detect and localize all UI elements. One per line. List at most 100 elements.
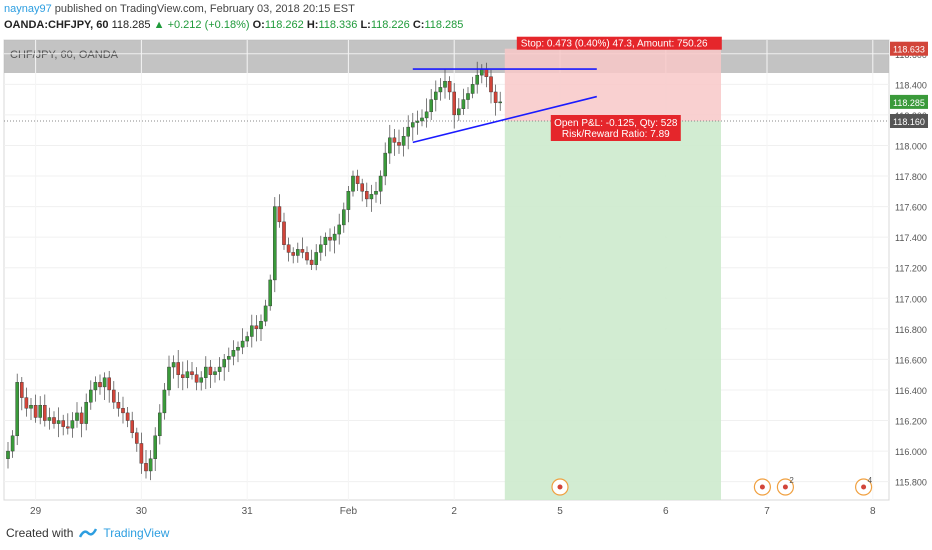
- candle-body: [157, 412, 162, 437]
- candle-body: [116, 401, 121, 409]
- y-tick-label: 117.400: [895, 233, 927, 243]
- candle-body: [203, 366, 208, 378]
- candle-body: [107, 377, 111, 391]
- tradingview-link[interactable]: TradingView: [103, 526, 170, 540]
- candle-body: [319, 244, 323, 253]
- candle-body: [167, 366, 171, 391]
- candle-body: [415, 120, 420, 123]
- chart-background: [3, 39, 890, 501]
- candle-body: [171, 362, 176, 368]
- candle-body: [144, 463, 148, 472]
- candle-body: [484, 68, 489, 77]
- price-tag-label: 118.633: [893, 45, 925, 55]
- published-text: published on TradingView.com, February 0…: [54, 3, 355, 15]
- created-with-text: Created with: [6, 526, 74, 540]
- up-arrow-icon: ▲: [153, 19, 165, 31]
- candle-body: [52, 417, 56, 424]
- stop-zone: [504, 48, 721, 121]
- candle-body: [75, 412, 79, 421]
- candle-body: [378, 175, 383, 192]
- candle-body: [480, 68, 484, 76]
- candle-body: [401, 136, 406, 146]
- risk-reward-label: Risk/Reward Ratio: 7.89: [562, 129, 670, 140]
- candle-body: [461, 99, 466, 109]
- candle-body: [314, 252, 319, 265]
- candle-body: [134, 432, 139, 444]
- candle-body: [369, 194, 374, 200]
- candle-body: [296, 249, 300, 256]
- candle-body: [438, 87, 443, 93]
- candle-body: [226, 356, 231, 360]
- candle-body: [240, 340, 245, 348]
- candle-body: [411, 122, 415, 128]
- high-value: 118.336: [318, 19, 358, 31]
- event-dot: [759, 484, 765, 490]
- candle-body: [337, 224, 342, 235]
- candle-body: [447, 81, 452, 93]
- candle-body: [61, 420, 65, 427]
- candle-body: [20, 382, 24, 398]
- event-dot: [861, 484, 867, 490]
- candle-body: [332, 233, 337, 241]
- candle-body: [466, 93, 470, 100]
- event-dot: [557, 484, 563, 490]
- candle-body: [374, 191, 378, 195]
- footer: Created with TradingView: [6, 526, 169, 540]
- candle-body: [346, 191, 351, 210]
- x-tick-label: 7: [764, 506, 770, 517]
- candle-body: [291, 252, 296, 256]
- candle-body: [6, 450, 10, 459]
- stop-label: Stop: 0.473 (0.40%) 47.3, Amount: 750.26: [521, 39, 708, 50]
- x-tick-label: Feb: [340, 506, 358, 517]
- candle-body: [383, 152, 388, 177]
- candle-body: [79, 412, 84, 424]
- y-tick-label: 116.800: [895, 325, 927, 335]
- candle-body: [43, 405, 47, 421]
- y-tick-label: 116.400: [895, 386, 927, 396]
- candle-body: [213, 371, 217, 375]
- candle-body: [65, 426, 70, 429]
- candle-body: [185, 371, 190, 378]
- candle-body: [360, 183, 365, 192]
- price-tag: [890, 41, 928, 56]
- candle-body: [84, 401, 88, 424]
- candle-body: [475, 74, 480, 85]
- candle-body: [406, 126, 411, 137]
- publish-line: naynay97 published on TradingView.com, F…: [4, 3, 355, 15]
- candle-body: [282, 221, 286, 245]
- candle-body: [351, 175, 355, 192]
- candle-body: [489, 76, 493, 93]
- candle-body: [217, 366, 222, 372]
- y-tick-label: 116.200: [895, 417, 927, 427]
- candle-body: [111, 389, 116, 403]
- high-label: H:: [306, 19, 319, 31]
- y-tick-label: 115.800: [895, 478, 927, 488]
- price-tag-label: 118.160: [893, 117, 925, 127]
- x-tick-label: 31: [242, 506, 254, 517]
- open-value: 118.262: [264, 19, 304, 31]
- candle-body: [33, 405, 38, 418]
- author-link[interactable]: naynay97: [4, 3, 52, 15]
- x-tick-label: 29: [30, 506, 42, 517]
- candle-body: [162, 389, 167, 414]
- x-tick-label: 30: [136, 506, 148, 517]
- y-tick-label: 117.600: [895, 203, 927, 213]
- x-tick-label: 2: [451, 506, 457, 517]
- close-label: C:: [412, 19, 425, 31]
- candle-body: [24, 397, 29, 409]
- low-value: 118.226: [370, 19, 410, 31]
- price-tag-label: 118.285: [893, 98, 925, 108]
- candle-body: [259, 320, 263, 330]
- candle-body: [130, 420, 135, 433]
- candle-body: [236, 346, 240, 351]
- candle-body: [180, 374, 185, 378]
- candle-body: [429, 99, 434, 113]
- candle-body: [208, 366, 213, 375]
- y-tick-label: 117.800: [895, 172, 927, 182]
- close-value: 118.285: [424, 19, 464, 31]
- tradingview-logo-icon[interactable]: [79, 527, 98, 539]
- candle-body: [392, 137, 397, 143]
- x-tick-label: 6: [663, 506, 669, 517]
- candle-body: [263, 305, 268, 322]
